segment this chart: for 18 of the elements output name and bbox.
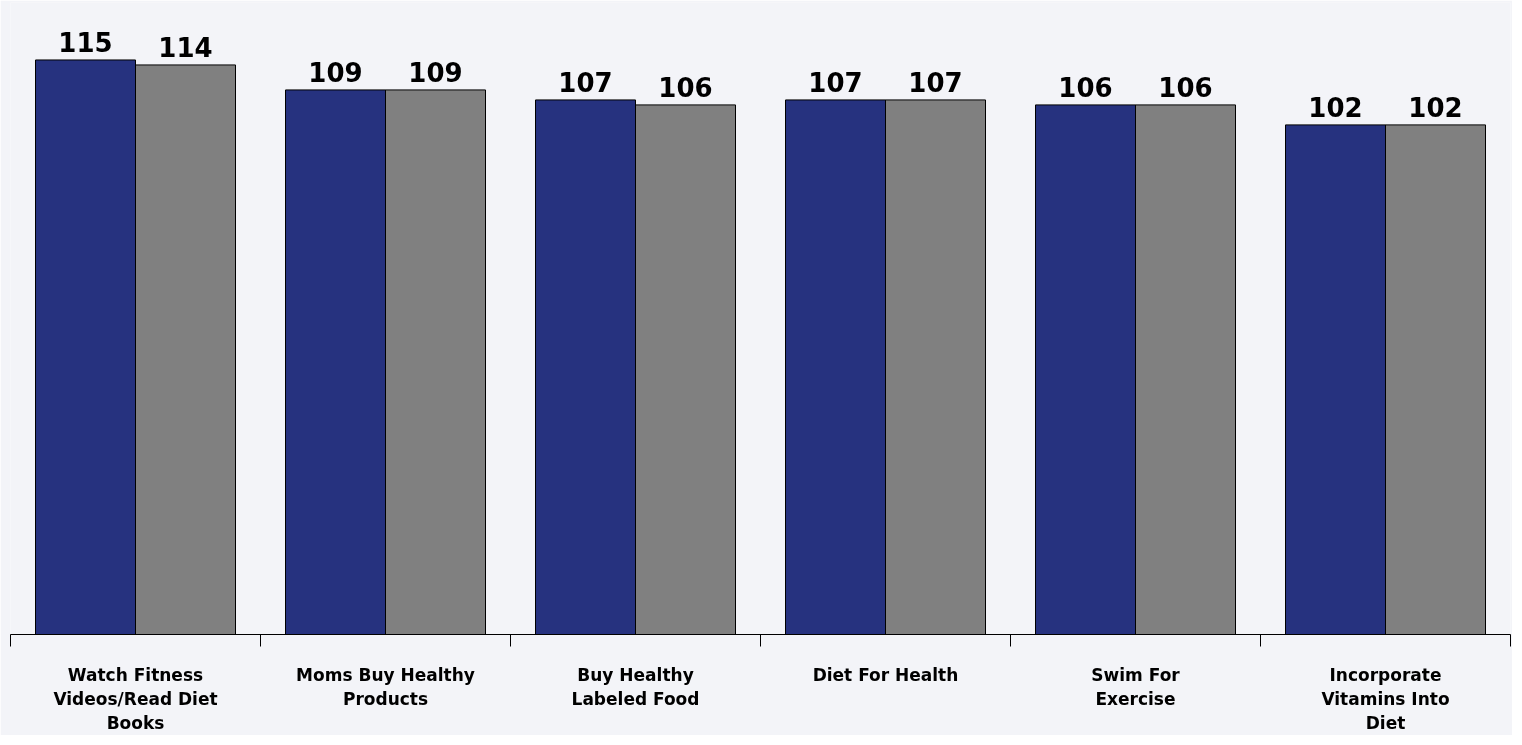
x-tick-label: Incorporate Vitamins Into Diet (1321, 664, 1450, 733)
data-label: 106 (1058, 72, 1113, 103)
data-label: 107 (558, 67, 613, 98)
data-label: 102 (1408, 92, 1463, 123)
data-label: 115 (58, 27, 113, 58)
data-label: 107 (908, 67, 963, 98)
x-tick-label: Moms Buy Healthy Products (296, 664, 475, 709)
data-label: 109 (408, 57, 463, 88)
data-label: 109 (308, 57, 363, 88)
data-label: 102 (1308, 92, 1363, 123)
data-label: 106 (658, 72, 713, 103)
data-label: 107 (808, 67, 863, 98)
x-tick-label: Buy Healthy Labeled Food (571, 664, 700, 709)
x-tick-label: Diet For Health (812, 664, 959, 685)
data-label: 106 (1158, 72, 1213, 103)
x-tick-label: Swim For Exercise (1091, 664, 1181, 709)
x-tick-label: Watch Fitness Videos/Read Diet Books (53, 664, 218, 733)
data-label: 114 (158, 32, 213, 63)
